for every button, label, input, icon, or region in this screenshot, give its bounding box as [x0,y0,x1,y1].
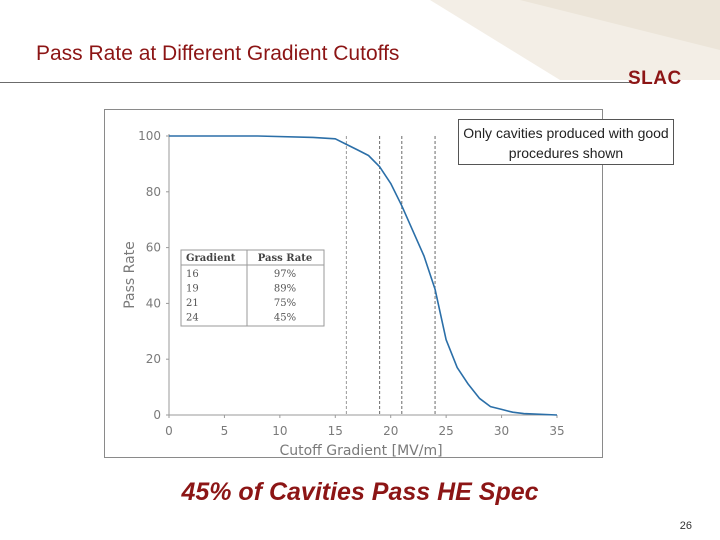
series-line-0 [169,135,558,416]
callout-note: Only cavities produced with good procedu… [458,119,674,165]
header-rule [0,82,636,83]
x-tick-label: 0 [165,424,173,438]
x-tick-label: 35 [549,424,564,438]
x-tick-label: 10 [272,424,287,438]
x-tick-label: 25 [439,424,454,438]
table-header-cell: Pass Rate [258,253,312,264]
y-tick-label: 60 [146,241,161,255]
table-cell: 75% [274,298,296,309]
slide-title: Pass Rate at Different Gradient Cutoffs [36,42,400,65]
table-cell: 19 [186,284,199,295]
y-tick-label: 40 [146,296,161,310]
table-cell: 45% [274,313,296,324]
headline: 45% of Cavities Pass HE Spec [181,478,539,506]
y-tick-label: 0 [153,408,161,422]
x-tick-labels: 0 5 10 15 20 25 30 35 [165,415,565,438]
table-cell: 97% [274,269,296,280]
x-axis-title: Cutoff Gradient [MV/m] [279,443,442,458]
pass-rate-table: Gradient Pass Rate 16 97% 19 89% 21 75% 24 45% [180,249,325,327]
y-axis-title: Pass Rate [122,241,138,309]
series-group [169,135,558,416]
table-cell: 89% [274,284,296,295]
slac-logo: SLAC [628,68,682,89]
y-tick-label: 20 [146,352,161,366]
y-tick-labels: 0 20 40 60 80 100 [138,129,169,422]
pass-rate-chart: 0 5 10 15 20 25 30 35 0 20 40 60 80 100 Cutoff Gradi… [122,129,565,458]
table-cell: 16 [186,269,199,280]
x-tick-label: 5 [221,424,229,438]
axes [168,134,557,416]
x-tick-label: 15 [328,424,343,438]
reference-lines [345,136,436,415]
y-tick-label: 100 [138,129,161,143]
header-decoration [430,0,720,80]
y-tick-label: 80 [146,185,161,199]
table-header-cell: Gradient [186,253,236,264]
table-cell: 24 [186,313,199,324]
page-number: 26 [679,520,692,532]
x-tick-label: 30 [494,424,509,438]
x-tick-label: 20 [383,424,398,438]
table-cell: 21 [186,298,199,309]
table-border [180,249,325,327]
